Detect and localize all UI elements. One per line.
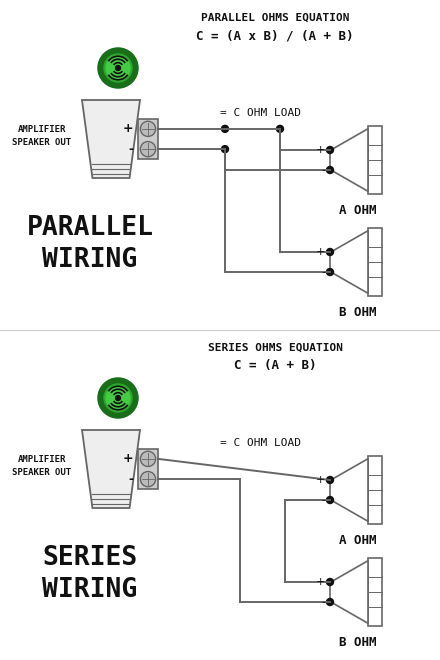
Text: A OHM: A OHM — [339, 203, 377, 216]
Text: B OHM: B OHM — [339, 306, 377, 319]
Polygon shape — [368, 558, 382, 626]
Text: +: + — [122, 122, 133, 135]
Text: B OHM: B OHM — [339, 636, 377, 649]
Text: = C OHM LOAD: = C OHM LOAD — [220, 438, 301, 448]
Circle shape — [326, 166, 334, 174]
FancyBboxPatch shape — [138, 119, 158, 159]
Text: = C OHM LOAD: = C OHM LOAD — [220, 108, 301, 118]
Polygon shape — [330, 561, 368, 623]
Text: +: + — [315, 247, 325, 257]
Text: WIRING: WIRING — [42, 577, 138, 603]
Text: SERIES: SERIES — [42, 545, 138, 571]
Circle shape — [140, 141, 156, 156]
Circle shape — [116, 65, 121, 71]
Text: PARALLEL OHMS EQUATION: PARALLEL OHMS EQUATION — [201, 13, 349, 23]
Polygon shape — [330, 459, 368, 521]
Text: -: - — [321, 165, 325, 175]
Polygon shape — [368, 126, 382, 194]
Circle shape — [116, 395, 121, 401]
Circle shape — [140, 471, 156, 486]
Polygon shape — [368, 456, 382, 524]
Text: SPEAKER OUT: SPEAKER OUT — [12, 469, 72, 477]
Circle shape — [326, 249, 334, 255]
Polygon shape — [330, 129, 368, 191]
Text: PARALLEL: PARALLEL — [26, 215, 154, 241]
Text: SERIES OHMS EQUATION: SERIES OHMS EQUATION — [208, 343, 342, 353]
Text: -: - — [321, 495, 325, 505]
Text: SPEAKER OUT: SPEAKER OUT — [12, 139, 72, 147]
Circle shape — [104, 54, 132, 82]
Circle shape — [276, 125, 283, 133]
Circle shape — [326, 147, 334, 154]
Polygon shape — [368, 228, 382, 296]
Circle shape — [104, 384, 132, 412]
Text: C = (A + B): C = (A + B) — [234, 360, 316, 372]
Text: +: + — [315, 145, 325, 155]
Polygon shape — [82, 430, 140, 508]
Circle shape — [140, 451, 156, 467]
Text: A OHM: A OHM — [339, 533, 377, 546]
Circle shape — [99, 379, 137, 417]
Text: -: - — [321, 597, 325, 607]
Text: +: + — [315, 577, 325, 587]
Polygon shape — [330, 231, 368, 293]
Circle shape — [326, 579, 334, 585]
Text: C = (A x B) / (A + B): C = (A x B) / (A + B) — [196, 30, 354, 42]
Text: -: - — [128, 473, 133, 486]
Polygon shape — [82, 100, 140, 178]
FancyBboxPatch shape — [138, 449, 158, 489]
Circle shape — [326, 477, 334, 484]
Circle shape — [221, 125, 228, 133]
Text: -: - — [321, 267, 325, 277]
Text: AMPLIFIER: AMPLIFIER — [18, 455, 66, 464]
Text: +: + — [315, 475, 325, 485]
Text: +: + — [122, 452, 133, 465]
Text: -: - — [128, 143, 133, 156]
Circle shape — [221, 146, 228, 152]
Circle shape — [326, 599, 334, 605]
Text: WIRING: WIRING — [42, 247, 138, 273]
Circle shape — [99, 49, 137, 87]
Circle shape — [326, 496, 334, 504]
Circle shape — [326, 269, 334, 275]
Text: AMPLIFIER: AMPLIFIER — [18, 125, 66, 134]
Circle shape — [140, 121, 156, 137]
